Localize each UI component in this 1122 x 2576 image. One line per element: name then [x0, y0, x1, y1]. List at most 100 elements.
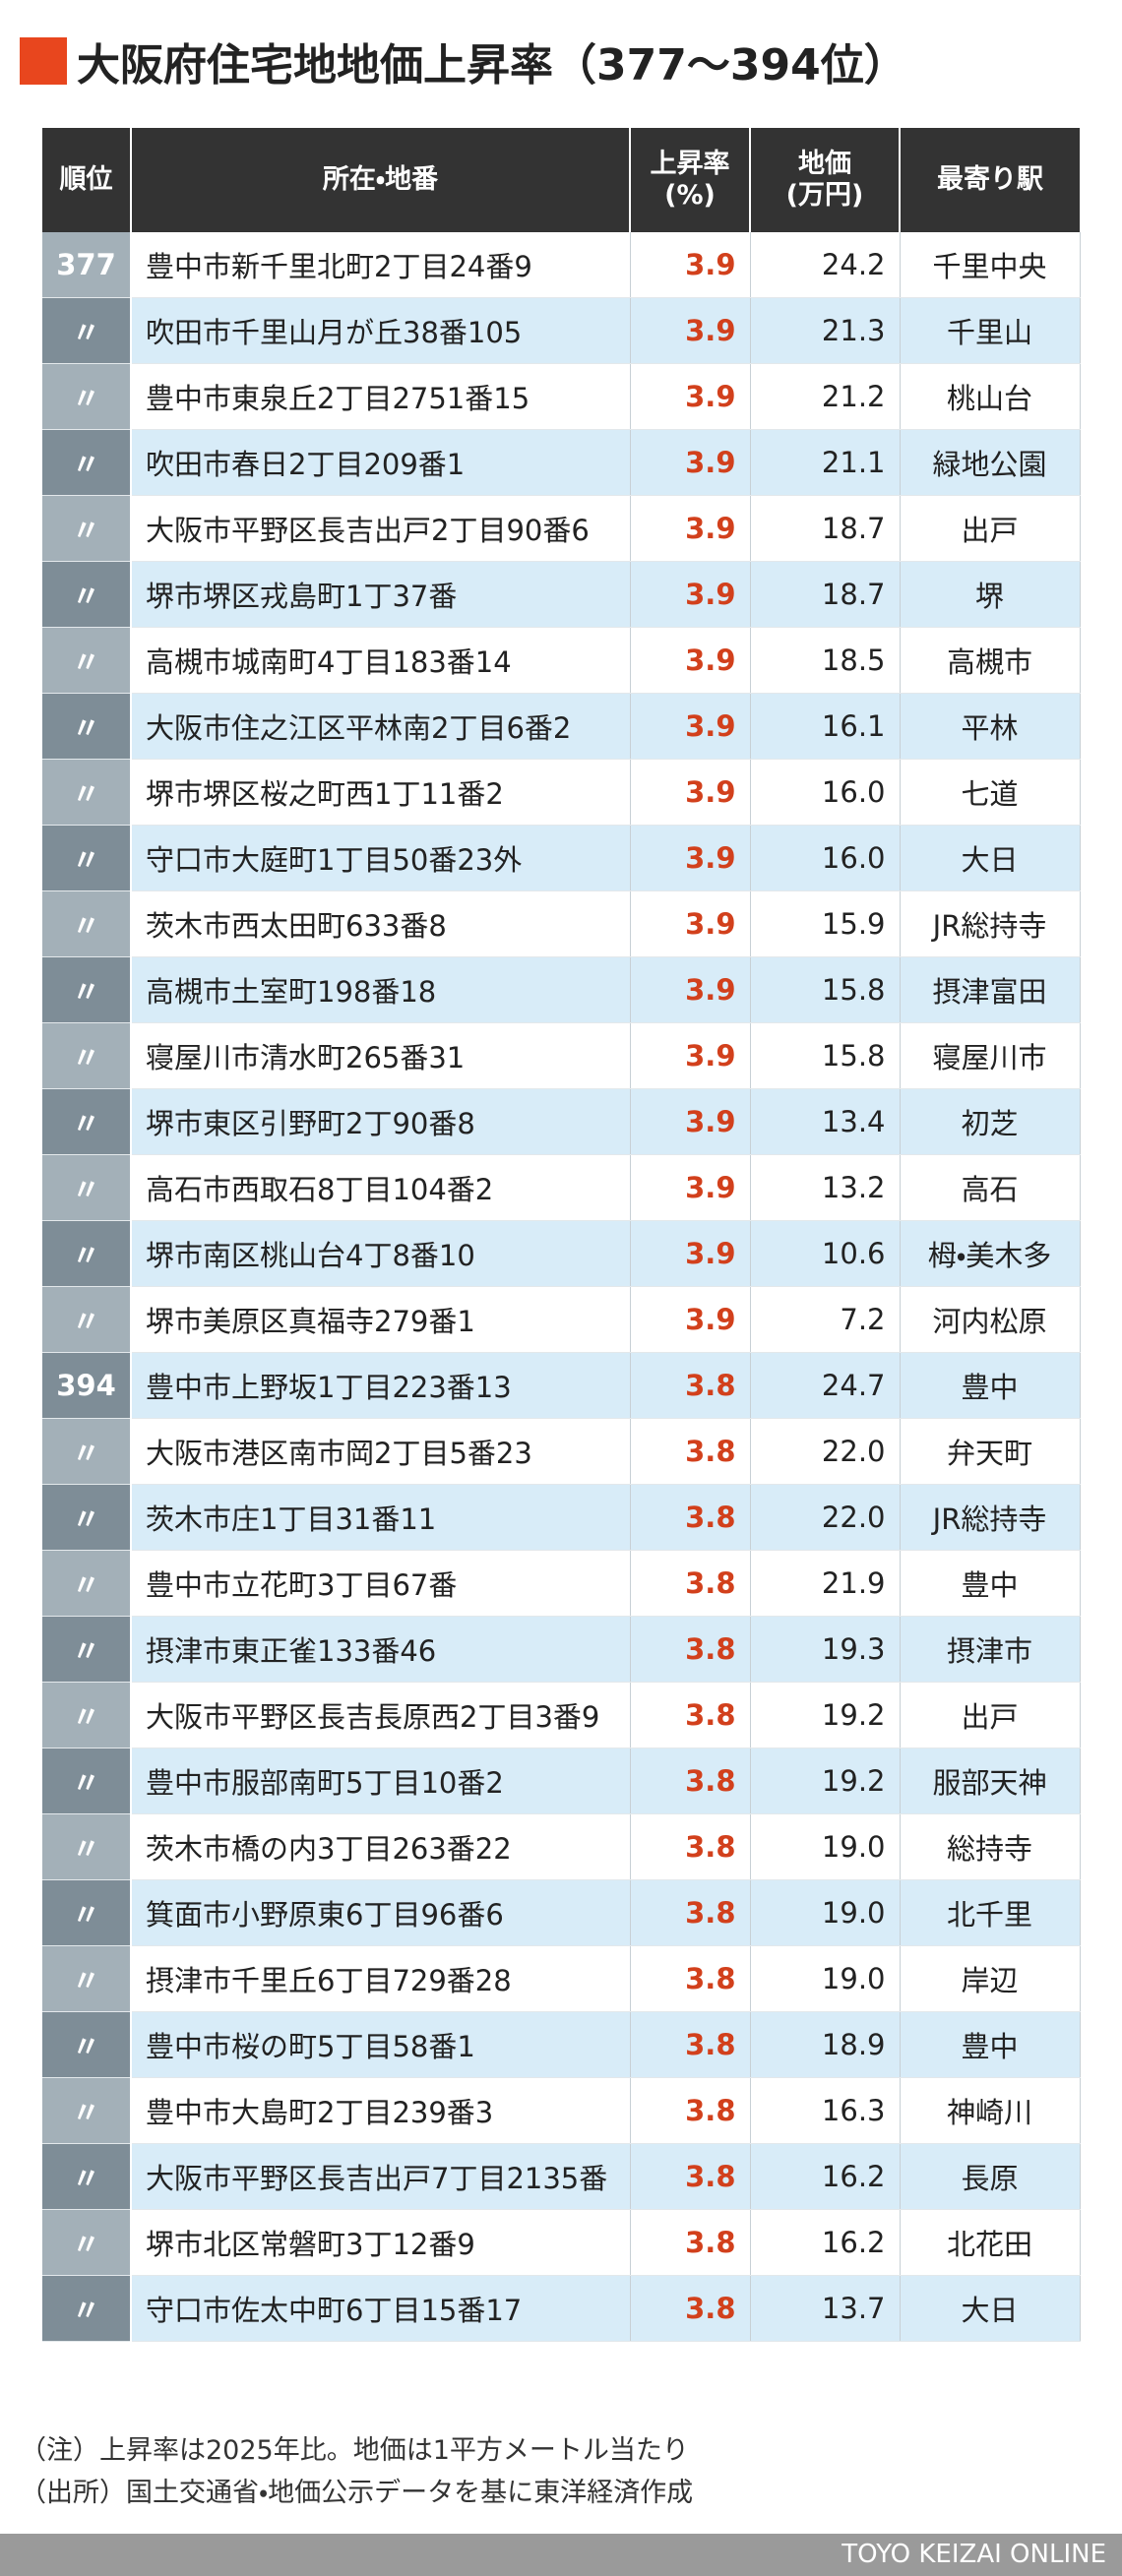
- price-cell: 13.4: [750, 1088, 901, 1155]
- address-cell: 寝屋川市清水町265番31: [131, 1022, 631, 1089]
- rate-cell: 3.8: [630, 2209, 751, 2276]
- rate-cell: 3.9: [630, 825, 751, 891]
- address-cell: 堺市美原区真福寺279番1: [131, 1286, 631, 1353]
- station-cell: 千里山: [900, 297, 1081, 364]
- rate-cell: 3.8: [630, 1748, 751, 1814]
- rank-cell: 〃: [42, 297, 132, 364]
- price-cell: 22.0: [750, 1418, 901, 1485]
- rank-cell: 〃: [42, 1879, 132, 1946]
- rank-cell: 〃: [42, 1682, 132, 1748]
- price-cell: 10.6: [750, 1220, 901, 1287]
- rank-cell: 〃: [42, 1484, 132, 1551]
- station-cell: 七道: [900, 759, 1081, 826]
- table-row: 〃大阪市平野区長吉出戸7丁目2135番 3.8 16.2 長原: [42, 2143, 1081, 2210]
- table-row: 〃守口市佐太中町6丁目15番17 3.8 13.7 大日: [42, 2275, 1081, 2342]
- rate-cell: 3.8: [630, 1484, 751, 1551]
- rate-cell: 3.9: [630, 693, 751, 760]
- price-cell: 21.9: [750, 1550, 901, 1617]
- rank-cell: 〃: [42, 825, 132, 891]
- rank-cell: 〃: [42, 956, 132, 1023]
- rank-cell: 〃: [42, 2209, 132, 2276]
- table-row: 〃堺市堺区桜之町西1丁11番2 3.9 16.0 七道: [42, 759, 1081, 826]
- rank-cell: 〃: [42, 1418, 132, 1485]
- table-row: 〃箕面市小野原東6丁目96番6 3.8 19.0 北千里: [42, 1879, 1081, 1946]
- rate-cell: 3.9: [630, 627, 751, 694]
- station-cell: 千里中央: [900, 232, 1081, 298]
- station-cell: 豊中: [900, 1550, 1081, 1617]
- price-cell: 16.2: [750, 2209, 901, 2276]
- price-cell: 24.2: [750, 232, 901, 298]
- rank-cell: 〃: [42, 561, 132, 628]
- table-row: 〃堺市美原区真福寺279番1 3.9 7.2 河内松原: [42, 1286, 1081, 1353]
- table-row: 〃茨木市橋の内3丁目263番22 3.8 19.0 総持寺: [42, 1813, 1081, 1880]
- rate-cell: 3.9: [630, 890, 751, 957]
- address-cell: 堺市南区桃山台4丁8番10: [131, 1220, 631, 1287]
- address-cell: 高槻市城南町4丁目183番14: [131, 627, 631, 694]
- address-cell: 大阪市港区南市岡2丁目5番23: [131, 1418, 631, 1485]
- table-row: 〃大阪市平野区長吉出戸2丁目90番6 3.9 18.7 出戸: [42, 495, 1081, 562]
- address-cell: 摂津市千里丘6丁目729番28: [131, 1945, 631, 2012]
- table-row: 〃大阪市港区南市岡2丁目5番23 3.8 22.0 弁天町: [42, 1418, 1081, 1485]
- table-row: 〃堺市南区桃山台4丁8番10 3.9 10.6 栂・美木多: [42, 1220, 1081, 1287]
- rate-cell: 3.9: [630, 561, 751, 628]
- address-cell: 豊中市大島町2丁目239番3: [131, 2077, 631, 2144]
- table-row: 〃豊中市大島町2丁目239番3 3.8 16.3 神崎川: [42, 2077, 1081, 2144]
- address-cell: 豊中市東泉丘2丁目2751番15: [131, 363, 631, 430]
- address-cell: 茨木市庄1丁目31番11: [131, 1484, 631, 1551]
- station-cell: 岸辺: [900, 1945, 1081, 2012]
- table-row: 〃豊中市桜の町5丁目58番1 3.8 18.9 豊中: [42, 2011, 1081, 2078]
- address-cell: 茨木市橋の内3丁目263番22: [131, 1813, 631, 1880]
- rate-cell: 3.9: [630, 1022, 751, 1089]
- price-cell: 16.1: [750, 693, 901, 760]
- table-row: 〃寝屋川市清水町265番31 3.9 15.8 寝屋川市: [42, 1022, 1081, 1089]
- rank-cell: 〃: [42, 2143, 132, 2210]
- address-cell: 摂津市東正雀133番46: [131, 1616, 631, 1683]
- header-cell: 最寄り駅: [900, 128, 1080, 232]
- rank-cell: 〃: [42, 1616, 132, 1683]
- price-cell: 19.0: [750, 1879, 901, 1946]
- rate-cell: 3.8: [630, 1813, 751, 1880]
- price-cell: 13.7: [750, 2275, 901, 2342]
- rate-cell: 3.9: [630, 429, 751, 496]
- price-cell: 19.3: [750, 1616, 901, 1683]
- price-cell: 7.2: [750, 1286, 901, 1353]
- header-cell: 所在・地番: [131, 128, 631, 232]
- station-cell: JR総持寺: [900, 1484, 1081, 1551]
- address-cell: 吹田市春日2丁目209番1: [131, 429, 631, 496]
- rank-cell: 377: [42, 232, 132, 298]
- address-cell: 豊中市立花町3丁目67番: [131, 1550, 631, 1617]
- table-row: 〃吹田市春日2丁目209番1 3.9 21.1 緑地公園: [42, 429, 1081, 496]
- rank-cell: 〃: [42, 429, 132, 496]
- rate-cell: 3.9: [630, 1154, 751, 1221]
- note: （注）上昇率は2025年比。地価は1平方メートル当たり: [20, 2435, 689, 2466]
- rank-cell: 〃: [42, 2077, 132, 2144]
- address-cell: 守口市大庭町1丁目50番23外: [131, 825, 631, 891]
- rate-cell: 3.8: [630, 1352, 751, 1419]
- price-cell: 19.0: [750, 1813, 901, 1880]
- station-cell: 栂・美木多: [900, 1220, 1081, 1287]
- rate-cell: 3.9: [630, 232, 751, 298]
- address-cell: 堺市堺区戎島町1丁37番: [131, 561, 631, 628]
- rate-cell: 3.9: [630, 495, 751, 562]
- station-cell: 桃山台: [900, 363, 1081, 430]
- rank-cell: 〃: [42, 693, 132, 760]
- price-cell: 15.8: [750, 956, 901, 1023]
- table-row: 394 豊中市上野坂1丁目223番13 3.8 24.7 豊中: [42, 1352, 1081, 1419]
- rate-cell: 3.8: [630, 1879, 751, 1946]
- table-row: 〃堺市東区引野町2丁90番8 3.9 13.4 初芝: [42, 1088, 1081, 1155]
- table-row: 〃高槻市城南町4丁目183番14 3.9 18.5 高槻市: [42, 627, 1081, 694]
- station-cell: 高石: [900, 1154, 1081, 1221]
- address-cell: 大阪市平野区長吉出戸2丁目90番6: [131, 495, 631, 562]
- address-cell: 守口市佐太中町6丁目15番17: [131, 2275, 631, 2342]
- rate-cell: 3.9: [630, 1220, 751, 1287]
- rank-cell: 〃: [42, 1550, 132, 1617]
- price-cell: 13.2: [750, 1154, 901, 1221]
- rate-cell: 3.9: [630, 1088, 751, 1155]
- address-cell: 大阪市平野区長吉出戸7丁目2135番: [131, 2143, 631, 2210]
- rank-cell: 〃: [42, 1813, 132, 1880]
- rank-cell: 〃: [42, 1220, 132, 1287]
- table-row: 〃摂津市千里丘6丁目729番28 3.8 19.0 岸辺: [42, 1945, 1081, 2012]
- title-marker: [20, 37, 67, 85]
- price-cell: 16.3: [750, 2077, 901, 2144]
- address-cell: 高槻市土室町198番18: [131, 956, 631, 1023]
